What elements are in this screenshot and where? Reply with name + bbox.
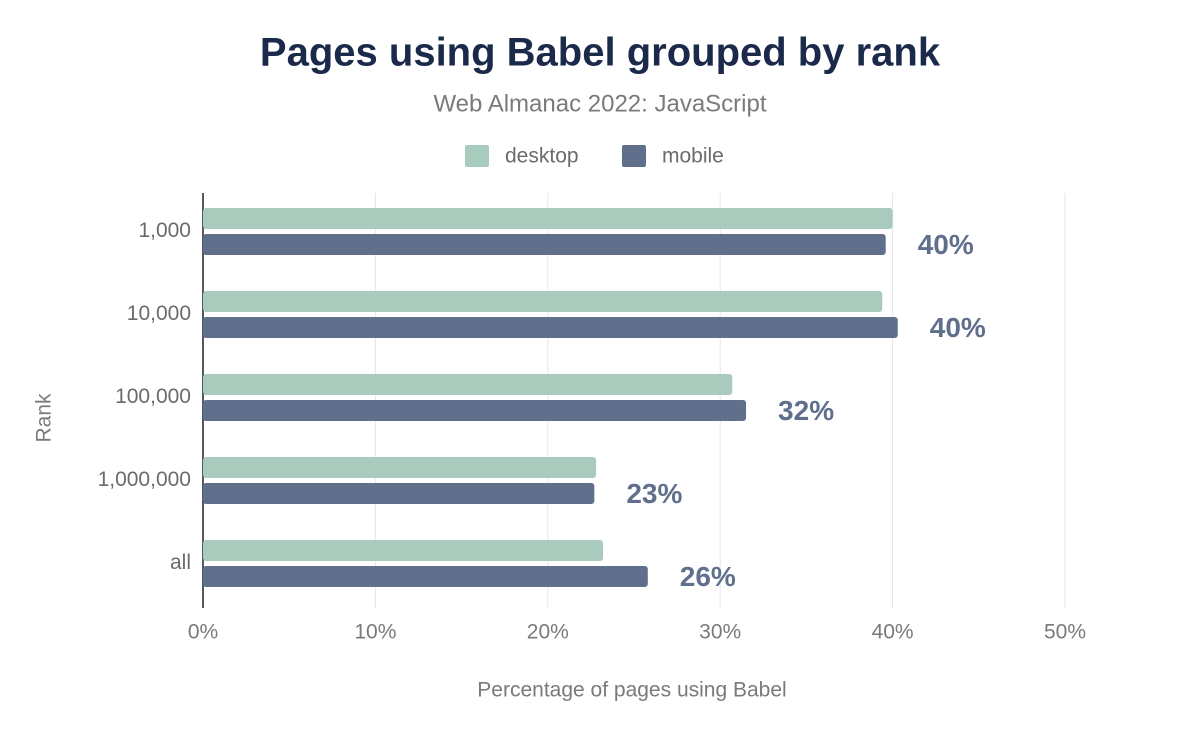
data-label: 23% (626, 478, 682, 509)
x-tick-label: 40% (872, 621, 914, 644)
x-tick-label: 30% (699, 621, 741, 644)
y-axis-title: Rank (33, 393, 56, 443)
bar (203, 566, 648, 587)
legend-label: mobile (662, 145, 724, 168)
x-tick-label: 0% (188, 621, 218, 644)
data-label: 40% (930, 312, 986, 343)
y-tick-label: 10,000 (127, 302, 191, 325)
legend-swatch (622, 145, 646, 167)
y-tick-label: 1,000 (138, 219, 191, 242)
x-tick-label: 50% (1044, 621, 1086, 644)
x-tick-label: 20% (527, 621, 569, 644)
bar (203, 317, 898, 338)
y-tick-label: 100,000 (115, 385, 191, 408)
bar (203, 291, 883, 312)
bar (203, 457, 597, 478)
chart-subtitle: Web Almanac 2022: JavaScript (433, 90, 766, 117)
data-label: 40% (918, 229, 974, 260)
legend-label: desktop (505, 145, 579, 168)
bar (203, 400, 747, 421)
bar (203, 234, 886, 255)
bar (203, 374, 733, 395)
data-label: 32% (778, 395, 834, 426)
chart-title: Pages using Babel grouped by rank (260, 31, 941, 75)
y-tick-label: all (170, 551, 191, 574)
legend-swatch (465, 145, 489, 167)
bar (203, 540, 603, 561)
x-axis-title: Percentage of pages using Babel (477, 679, 786, 702)
bar (203, 208, 893, 229)
data-label: 26% (680, 561, 736, 592)
y-tick-label: 1,000,000 (98, 468, 191, 491)
bar (203, 483, 595, 504)
x-tick-label: 10% (354, 621, 396, 644)
